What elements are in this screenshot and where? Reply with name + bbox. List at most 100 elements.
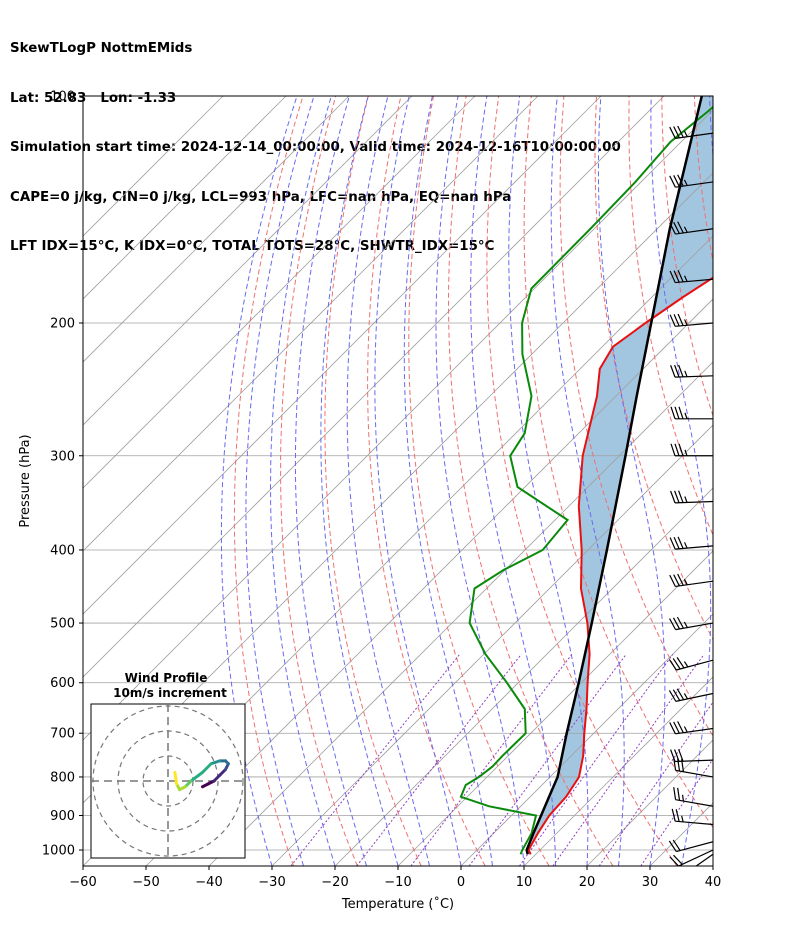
wind-barb: [668, 688, 713, 702]
wind-barb-flag: [672, 617, 681, 630]
isotherm-gridline: [649, 802, 713, 866]
dry-adiabat: [233, 96, 304, 866]
wind-barb-staff: [675, 228, 713, 235]
wind-barb-half-flag: [684, 412, 688, 420]
y-tick-label: 900: [50, 809, 75, 824]
wind-barb-flag: [673, 314, 680, 327]
mixing-ratio-line: [552, 654, 705, 866]
wind-barb: [669, 721, 713, 735]
moist-adiabat: [346, 96, 430, 866]
isotherm-gridline: [334, 487, 713, 866]
wind-barb-flag: [677, 174, 684, 187]
wind-barb-half-flag: [684, 496, 688, 503]
wind-barb: [695, 853, 713, 866]
wind-barb-staff: [675, 759, 713, 763]
wind-barb-flag: [668, 840, 677, 852]
wind-barb-staff: [675, 799, 713, 807]
wind-barb-half-flag: [681, 794, 685, 802]
dry-adiabat: [280, 96, 358, 866]
moist-adiabat: [550, 96, 625, 866]
wind-barb-flag: [677, 536, 684, 549]
hodograph-segment: [189, 770, 204, 783]
isotherm-gridline: [776, 96, 794, 866]
wind-barb-half-flag: [683, 693, 689, 700]
wind-barb-flag: [676, 688, 685, 701]
wind-barb-half-flag: [683, 226, 688, 233]
wind-barb-staff: [676, 841, 713, 853]
x-tick-label: 0: [457, 875, 465, 890]
moist-adiabat: [245, 96, 315, 866]
chart-title: SkewTLogP NottmEMids: [10, 41, 193, 56]
wind-barb-flag: [674, 443, 680, 456]
wind-barb: [669, 221, 713, 235]
wind-barb-flag: [669, 314, 676, 327]
wind-barb: [669, 536, 713, 550]
hodograph-segment: [201, 762, 213, 774]
wind-barb: [670, 406, 713, 420]
wind-barb-flag: [669, 175, 676, 188]
moist-adiabat: [220, 96, 298, 866]
wind-barb-staff: [675, 322, 713, 327]
moist-adiabat: [470, 96, 556, 866]
dry-adiabat: [447, 96, 614, 866]
wind-barb-flag: [669, 126, 676, 139]
x-tick-label: −40: [195, 875, 222, 890]
wind-barb-flag: [677, 270, 684, 283]
wind-barb: [671, 808, 713, 826]
wind-barb-flag: [677, 758, 681, 772]
chart-header: SkewTLogP NottmEMids Lat: 52.83 Lon: -1.…: [10, 8, 621, 272]
temperature-line: [527, 276, 713, 855]
isotherm-gridline: [83, 96, 476, 489]
wind-barb-half-flag: [683, 621, 688, 628]
hodograph-frame: [90, 703, 246, 859]
wind-barb-staff: [675, 500, 713, 504]
wind-barb-staff: [675, 622, 713, 631]
wind-barb-flag: [674, 364, 680, 378]
wind-barb-flag: [678, 406, 684, 420]
wind-barb: [669, 313, 713, 327]
wind-barb-flag: [674, 749, 680, 762]
isotherm-gridline: [83, 96, 665, 678]
wind-barb-flag: [668, 659, 677, 671]
wind-barb-flag: [674, 490, 680, 503]
wind-barb-staff: [695, 853, 713, 866]
dry-adiabat: [408, 96, 550, 866]
moist-adiabat: [508, 96, 589, 866]
dry-adiabat: [486, 96, 678, 866]
wind-barb-flag: [670, 749, 676, 762]
wind-barb-half-flag: [683, 130, 688, 137]
wind-barb-flag: [673, 270, 680, 283]
y-tick-label: 200: [50, 316, 75, 331]
moist-adiabat: [374, 96, 462, 866]
mixing-ratio-line: [290, 653, 461, 866]
hodograph-subtitle: 10m/s increment: [113, 686, 227, 700]
wind-barb-staff: [676, 659, 713, 671]
mixing-ratio-line: [468, 653, 627, 866]
isotherm-gridline: [460, 613, 713, 866]
isotherm-gridline: [712, 865, 713, 866]
wind-barb-flag: [671, 808, 676, 822]
wind-barb-half-flag: [683, 179, 688, 186]
wind-barb-flag: [678, 364, 684, 378]
dry-adiabat: [760, 96, 794, 866]
wind-barb-flag: [677, 721, 684, 733]
wind-barb: [673, 787, 713, 807]
moist-adiabat: [320, 96, 399, 866]
y-tick-label: 300: [50, 449, 75, 464]
wind-barb-flag: [677, 313, 684, 326]
hodograph-title: Wind Profile: [125, 671, 208, 685]
dewpoint-line: [459, 105, 713, 855]
wind-barb-staff: [675, 820, 713, 826]
wind-barb-half-flag: [684, 275, 688, 282]
moist-adiabat: [745, 96, 794, 866]
wind-barb: [669, 270, 713, 284]
x-tick-label: −60: [69, 875, 96, 890]
wind-barb-half-flag: [683, 661, 689, 668]
wind-barb-flag: [677, 787, 681, 801]
wind-barb-staff: [675, 692, 713, 702]
x-tick-label: 20: [579, 875, 596, 890]
wind-barb-staff: [675, 132, 713, 139]
wind-barb-flag: [670, 365, 676, 378]
wind-barb: [668, 657, 713, 671]
